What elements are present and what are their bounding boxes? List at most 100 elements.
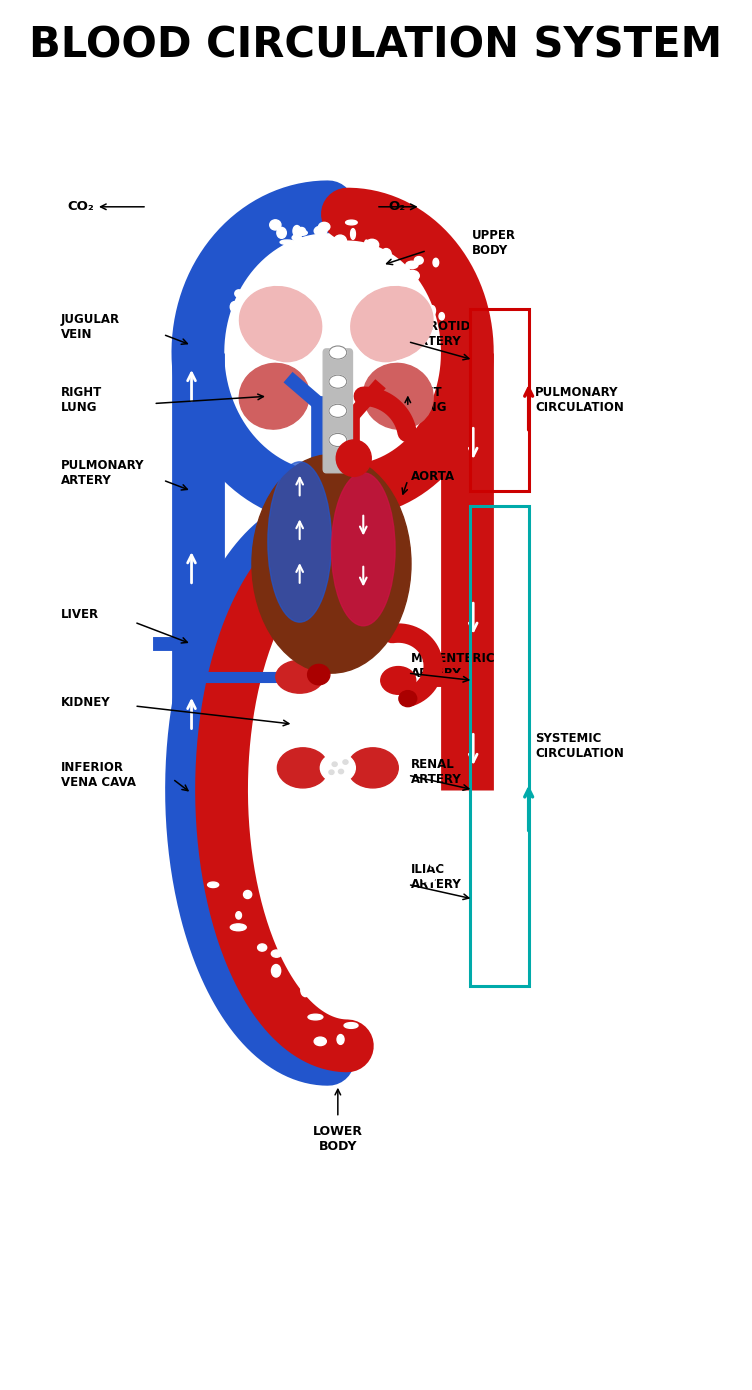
Ellipse shape [372,253,382,261]
Ellipse shape [336,984,344,998]
Ellipse shape [398,892,413,906]
Ellipse shape [258,293,273,306]
Ellipse shape [352,250,367,259]
Ellipse shape [381,293,396,303]
Ellipse shape [344,1023,358,1029]
Ellipse shape [392,966,404,972]
Ellipse shape [374,252,382,257]
Ellipse shape [320,944,336,955]
Ellipse shape [368,254,378,268]
Ellipse shape [329,375,347,388]
Ellipse shape [255,300,319,361]
Ellipse shape [331,240,346,249]
Ellipse shape [430,862,438,866]
Ellipse shape [281,267,287,279]
Ellipse shape [337,1034,344,1044]
Text: LOWER
BODY: LOWER BODY [313,1125,362,1152]
Ellipse shape [252,455,411,673]
Text: SYSTEMIC
CIRCULATION: SYSTEMIC CIRCULATION [535,733,624,760]
Ellipse shape [297,268,308,278]
Ellipse shape [260,261,274,272]
Ellipse shape [338,769,344,774]
Ellipse shape [328,263,339,277]
Ellipse shape [308,664,330,685]
Ellipse shape [301,983,310,997]
Ellipse shape [293,225,301,236]
Text: LIVER: LIVER [61,609,99,621]
Ellipse shape [382,257,395,263]
Ellipse shape [329,404,347,417]
Ellipse shape [353,300,417,361]
Ellipse shape [270,220,281,229]
Ellipse shape [381,667,416,694]
Ellipse shape [357,954,369,960]
Ellipse shape [313,250,323,261]
Ellipse shape [332,264,338,274]
Ellipse shape [271,949,282,958]
Text: CAROTID
ARTERY: CAROTID ARTERY [411,320,470,349]
Ellipse shape [314,227,327,236]
Ellipse shape [309,263,320,267]
Ellipse shape [230,302,238,313]
Ellipse shape [363,265,371,275]
Ellipse shape [366,970,379,981]
Ellipse shape [406,261,418,268]
Text: UPPER
BODY: UPPER BODY [472,229,515,257]
Ellipse shape [319,222,330,231]
Ellipse shape [257,270,265,275]
Text: JUGULAR
VEIN: JUGULAR VEIN [61,313,120,341]
Ellipse shape [287,259,299,267]
Ellipse shape [305,250,316,261]
Text: BLOOD CIRCULATION SYSTEM: BLOOD CIRCULATION SYSTEM [29,25,723,67]
Ellipse shape [334,235,347,246]
Text: PULMONARY
CIRCULATION: PULMONARY CIRCULATION [535,386,624,414]
Ellipse shape [271,965,280,977]
Ellipse shape [384,281,395,291]
Ellipse shape [311,252,320,264]
Ellipse shape [394,267,406,272]
Ellipse shape [292,235,302,240]
Text: KIDNEY: KIDNEY [61,696,111,709]
Ellipse shape [415,297,420,309]
Ellipse shape [363,363,433,430]
Ellipse shape [364,240,368,253]
Ellipse shape [287,263,296,271]
Ellipse shape [347,748,399,788]
Ellipse shape [331,246,344,250]
Ellipse shape [239,363,309,430]
Ellipse shape [280,937,296,942]
Ellipse shape [280,240,294,245]
Ellipse shape [350,228,356,239]
FancyBboxPatch shape [323,349,353,473]
Ellipse shape [351,286,433,360]
Text: PULMONARY
ARTERY: PULMONARY ARTERY [61,459,144,486]
Ellipse shape [336,441,371,477]
Ellipse shape [422,873,435,883]
Ellipse shape [409,847,416,853]
Ellipse shape [277,228,287,238]
Ellipse shape [268,461,332,623]
Ellipse shape [322,267,335,271]
Ellipse shape [381,249,391,260]
Ellipse shape [320,753,356,783]
Ellipse shape [346,220,357,225]
Text: MESENTERIC
ARTERY: MESENTERIC ARTERY [411,652,496,680]
Ellipse shape [424,960,432,972]
Ellipse shape [329,770,334,774]
Ellipse shape [398,297,408,304]
Ellipse shape [332,762,337,766]
Text: CO₂: CO₂ [68,200,94,213]
Ellipse shape [411,316,425,321]
Ellipse shape [208,883,219,888]
Ellipse shape [268,303,277,311]
Ellipse shape [253,851,264,859]
Ellipse shape [414,902,430,912]
Ellipse shape [290,296,300,304]
Ellipse shape [399,291,408,297]
Ellipse shape [411,840,424,847]
Ellipse shape [230,924,246,931]
Ellipse shape [262,281,268,292]
Ellipse shape [329,247,342,256]
Ellipse shape [298,228,305,234]
Ellipse shape [277,748,329,788]
